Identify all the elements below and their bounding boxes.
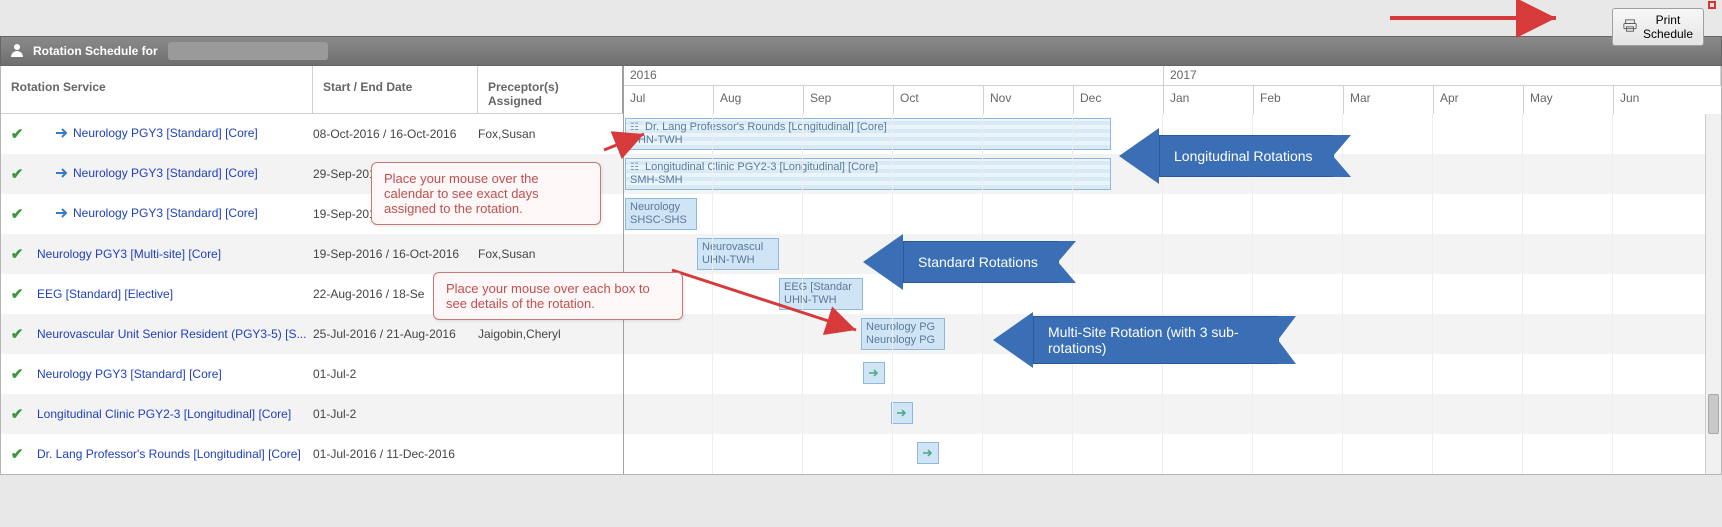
month-nov: Nov [984,86,1074,114]
rotation-link[interactable]: EEG [Standard] [Elective] [37,287,173,301]
gantt-bar-longitudinal-1[interactable]: ☷ Dr. Lang Professor's Rounds [Longitudi… [625,118,1111,150]
print-schedule-button[interactable]: Print Schedule [1612,8,1704,46]
gantt-sub-2[interactable] [891,402,913,424]
table-row: ✔Neurology PGY3 [Standard] [Core]19-Sep-… [1,194,1721,234]
check-icon: ✔ [11,325,24,343]
month-mar: Mar [1344,86,1434,114]
arrow-standard: Standard Rotations [863,234,1076,290]
rotation-link[interactable]: Neurology PGY3 [Standard] [Core] [73,126,258,140]
arrow-longitudinal: Longitudinal Rotations [1119,128,1351,184]
arrow-multisite: Multi-Site Rotation (with 3 sub-rotation… [993,312,1296,368]
month-aug: Aug [714,86,804,114]
table-row: ✔ Neurology PGY3 [Multi-site] [Core] 19-Se… [1,234,1721,274]
gantt-sub-1[interactable] [863,362,885,384]
dates-cell: 25-Jul-2016 / 21-Aug-2016 [313,327,478,341]
preceptor-cell: Fox,Susan [478,247,623,261]
rotation-link[interactable]: Longitudinal Clinic PGY2-3 [Longitudinal… [37,407,291,421]
dates-cell: 01-Jul-2 [313,407,478,421]
check-icon: ✔ [11,445,24,463]
panel-header: Rotation Schedule for [0,36,1722,66]
print-button-label: Print Schedule [1643,13,1693,41]
person-icon [9,42,25,61]
printer-icon [1623,19,1637,36]
month-sep: Sep [804,86,894,114]
col-header-dates[interactable]: Start / End Date [313,66,478,113]
top-toolbar: Print Schedule [0,0,1722,36]
check-icon: ✔ [11,365,24,383]
preceptor-cell: Fox,Susan [478,127,623,141]
sub-arrow-icon [55,167,69,182]
gantt-bar-neurovascular[interactable]: Neurovascul UHN-TWH [697,238,779,270]
rotation-link[interactable]: Dr. Lang Professor's Rounds [Longitudina… [37,447,301,461]
year-2017: 2017 [1164,66,1721,85]
callout-box-hover: Place your mouse over each box to see de… [433,272,683,320]
rotation-link[interactable]: Neurovascular Unit Senior Resident (PGY3… [37,327,306,341]
month-dec: Dec [1074,86,1164,114]
gantt-bar-neurology[interactable]: Neurology SHSC-SHS [625,198,697,230]
schedule-panel: Rotation Service Start / End Date Precep… [0,66,1722,475]
panel-title: Rotation Schedule for [33,44,158,58]
check-icon: ✔ [11,285,24,303]
gantt-cell[interactable] [623,434,1721,474]
check-icon: ✔ [11,245,24,263]
gantt-cell[interactable] [623,194,1721,234]
callout-calendar-hover: Place your mouse over the calendar to se… [371,162,601,225]
month-feb: Feb [1254,86,1344,114]
rotation-link[interactable]: Neurology PGY3 [Multi-site] [Core] [37,247,221,261]
dates-cell: 19-Sep-2016 / 16-Oct-2016 [313,247,478,261]
check-icon: ✔ [11,165,24,183]
gantt-sub-3[interactable] [917,442,939,464]
rotation-link[interactable]: Neurology PGY3 [Standard] [Core] [37,367,222,381]
table-row: ✔ Neurology PGY3 [Standard] [Core] 01-Jul-… [1,354,1721,394]
dates-cell: 01-Jul-2016 / 11-Dec-2016 [313,447,478,461]
check-icon: ✔ [11,205,24,223]
preceptor-cell: Jaigobin,Cheryl [478,327,623,341]
sub-arrow-icon [55,207,69,222]
month-jun: Jun [1614,86,1654,114]
print-button-highlight: Print Schedule [1708,1,1716,9]
gantt-bar-eeg[interactable]: EEG [Standar UHN-TWH [779,278,863,310]
year-2016: 2016 [624,66,1164,85]
gantt-bar-longitudinal-2[interactable]: ☷ Longitudinal Clinic PGY2-3 [Longitudin… [625,158,1111,190]
table-row: ✔ Dr. Lang Professor's Rounds [Longitudin… [1,434,1721,474]
month-apr: Apr [1434,86,1524,114]
calendar-icon: ☷ [630,122,639,133]
table-header: Rotation Service Start / End Date Precep… [1,66,1721,114]
dates-cell: 08-Oct-2016 / 16-Oct-2016 [313,127,478,141]
redacted-name [168,42,328,60]
table-row: ✔ Longitudinal Clinic PGY2-3 [Longitudina… [1,394,1721,434]
month-oct: Oct [894,86,984,114]
gantt-cell[interactable] [623,394,1721,434]
check-icon: ✔ [11,405,24,423]
vertical-scrollbar[interactable] [1705,114,1721,474]
col-header-preceptor[interactable]: Preceptor(s) Assigned [478,66,623,113]
check-icon: ✔ [11,125,24,143]
month-jul: Jul [624,86,714,114]
sub-arrow-icon [55,127,69,142]
calendar-icon: ☷ [630,162,639,173]
rotation-link[interactable]: Neurology PGY3 [Standard] [Core] [73,166,258,180]
month-may: May [1524,86,1614,114]
table-body: ✔ Neurology PGY3 [Standard] [Core] 08-Oct-… [1,114,1721,474]
gantt-cell[interactable] [623,234,1721,274]
scrollbar-thumb[interactable] [1708,394,1719,434]
col-header-service[interactable]: Rotation Service [1,66,313,113]
month-jan: Jan [1164,86,1254,114]
rotation-link[interactable]: Neurology PGY3 [Standard] [Core] [73,206,258,220]
dates-cell: 01-Jul-2 [313,367,478,381]
gantt-bar-multisite[interactable]: Neurology PG Neurology PG [861,318,945,350]
